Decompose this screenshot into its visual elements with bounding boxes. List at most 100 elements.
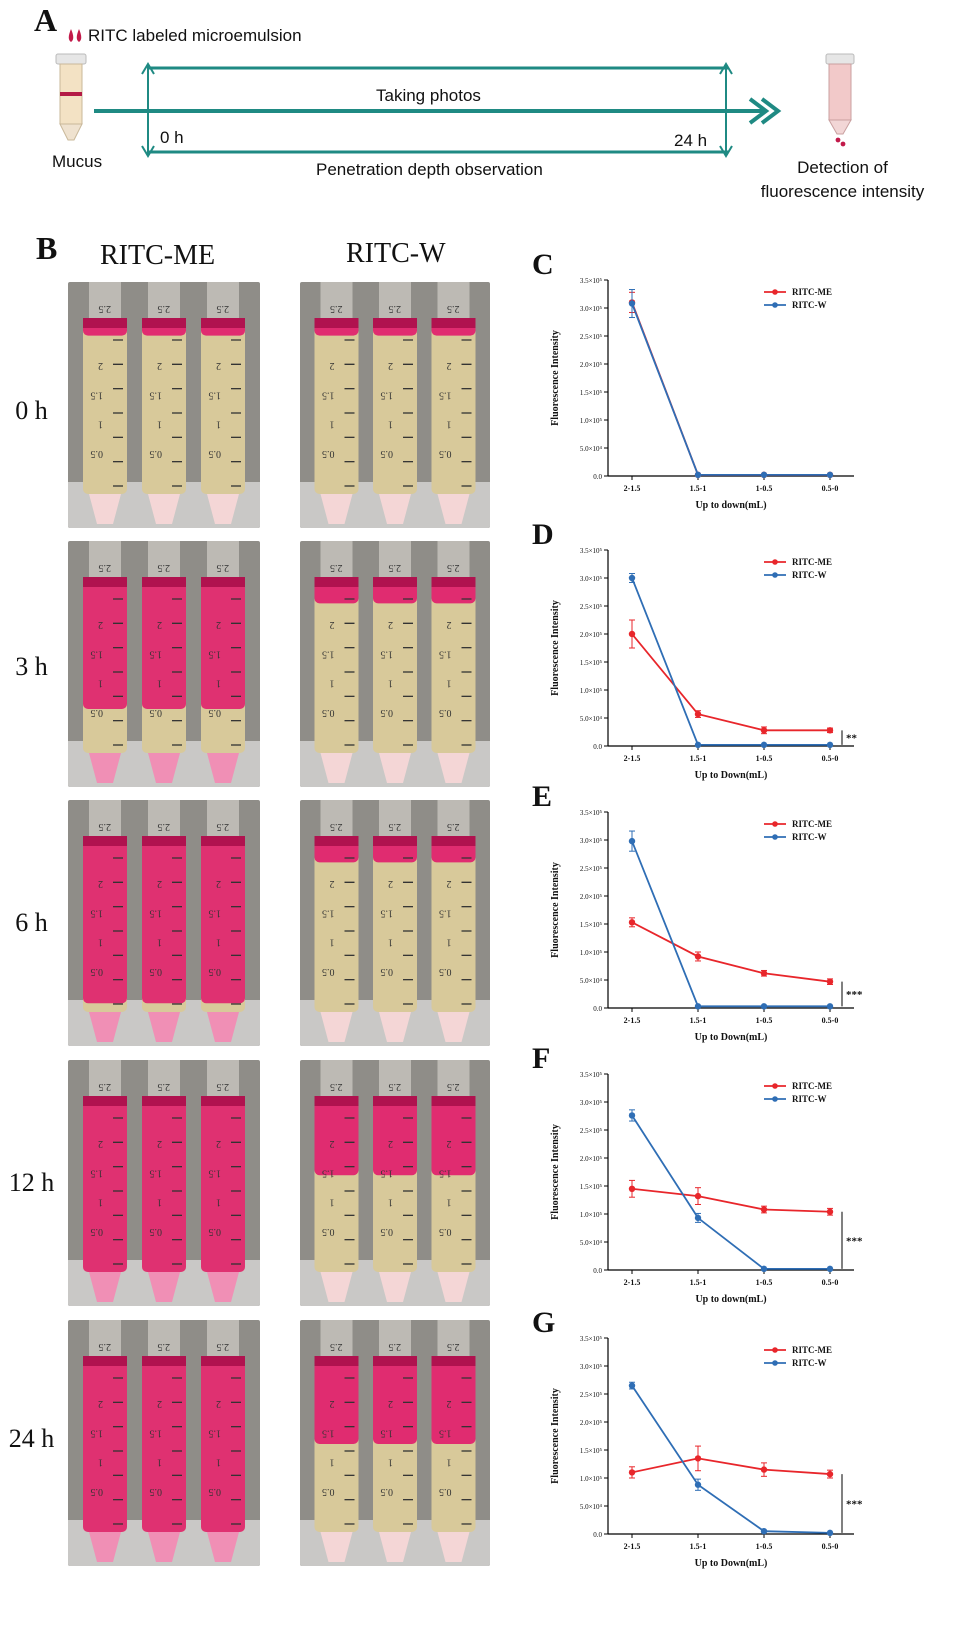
panel-letter-g: G	[532, 1306, 555, 1339]
dye-fill	[83, 836, 127, 1004]
graduation-label: 1	[447, 937, 452, 948]
y-tick-label: 1.0×10⁵	[580, 687, 603, 695]
panel-letter-f: F	[532, 1042, 550, 1075]
y-tick-label: 2.0×10⁵	[580, 631, 603, 639]
syringe-tip	[207, 753, 239, 783]
mucus-fill	[373, 836, 417, 1012]
syringe-plunger	[148, 282, 180, 322]
graduation-label: 2	[388, 1398, 393, 1409]
legend-label: RITC-ME	[792, 819, 832, 829]
syringe-tip	[89, 1012, 121, 1042]
syringe-plunger	[207, 1060, 239, 1100]
syringe-photo: 2 1.5 1 0.5 2.5 2 1.5 1 0.5 2.5 2 1.5 1 0.5 2.5	[300, 541, 490, 787]
syringe-tip	[207, 1272, 239, 1302]
x-tick-label: 0.5-0	[822, 754, 839, 763]
dye-fill	[201, 1356, 245, 1532]
legend-marker	[772, 1096, 778, 1102]
detection-label: Detection of fluorescence intensity	[760, 156, 925, 204]
y-tick-label: 2.0×10⁵	[580, 361, 603, 369]
y-tick-label: 2.5×10⁵	[580, 603, 603, 611]
graduation-label: 1	[330, 678, 335, 689]
syringe-tip	[379, 1532, 411, 1562]
graduation-label: 0.5	[150, 966, 163, 977]
syringe-tube: 2 1.5 1 0.5 2.5	[83, 1320, 127, 1562]
y-tick-label: 3.5×10⁵	[580, 809, 603, 817]
series-line-ritc-w	[631, 1114, 830, 1270]
dye-band	[431, 318, 476, 328]
data-point-ritc-w	[694, 741, 702, 749]
syringe-tip	[207, 494, 239, 524]
graduation-label: 1.5	[209, 1427, 222, 1438]
data-point-ritc-w	[694, 1003, 702, 1010]
graduation-label: 1.5	[209, 389, 222, 400]
mucus-label: Mucus	[52, 152, 103, 171]
dye-band	[431, 836, 476, 846]
data-point-ritc-me	[628, 1469, 636, 1476]
legend-marker	[772, 1360, 778, 1366]
graduation-label: 1	[447, 1457, 452, 1468]
graduation-top-label: 2.5	[447, 821, 460, 832]
graduation-label: 2	[447, 360, 452, 371]
graduation-label: 1	[330, 419, 335, 430]
line-chart-d: D 0.0 5.0×10⁴ 1.0×10⁵ 1.5×10⁵ 2.0×10⁵ 2.5×10⁵ 3…	[532, 518, 858, 781]
graduation-label: 2	[157, 1138, 162, 1149]
syringe-tube: 2 1.5 1 0.5 2.5	[201, 1320, 245, 1562]
syringe-tube: 2 1.5 1 0.5 2.5	[431, 1320, 476, 1562]
y-axis-label: Fluorescence Intensity	[550, 1124, 561, 1220]
graduation-top-label: 2.5	[217, 1081, 230, 1092]
graduation-label: 0.5	[91, 448, 104, 459]
syringe-tip	[437, 753, 470, 783]
end-time-label: 24 h	[674, 131, 708, 150]
graduation-top-label: 2.5	[389, 1341, 402, 1352]
graduation-label: 2	[330, 619, 335, 630]
x-tick-label: 1.5-1	[690, 754, 707, 763]
detection-line-1: Detection of	[797, 158, 888, 177]
dye-band	[83, 318, 127, 328]
graduation-label: 1.5	[381, 648, 394, 659]
graduation-top-label: 2.5	[447, 1081, 460, 1092]
syringe-plunger	[379, 1320, 411, 1360]
graduation-label: 2	[216, 878, 221, 889]
graduation-top-label: 2.5	[217, 821, 230, 832]
dye-fill	[142, 577, 186, 709]
legend-label: RITC-W	[792, 1094, 827, 1104]
graduation-label: 1.5	[439, 1167, 452, 1178]
y-tick-label: 5.0×10⁴	[580, 445, 603, 453]
syringe-plunger	[320, 541, 353, 581]
line-chart-e: E 0.0 5.0×10⁴ 1.0×10⁵ 1.5×10⁵ 2.0×10⁵ 2.5×10⁵ 3…	[532, 780, 863, 1043]
graduation-label: 0.5	[381, 966, 394, 977]
graduation-label: 0.5	[381, 448, 394, 459]
syringe-plunger	[379, 541, 411, 581]
line-chart-c: C 0.0 5.0×10⁴ 1.0×10⁵ 1.5×10⁵ 2.0×10⁵ 2.5×10⁵ 3…	[532, 248, 854, 511]
graduation-label: 2	[98, 619, 103, 630]
dye-band	[142, 836, 186, 846]
graduation-label: 2	[447, 1138, 452, 1149]
data-point-ritc-w	[628, 574, 636, 582]
graduation-label: 0.5	[209, 1226, 222, 1237]
syringe-tip	[148, 1012, 180, 1042]
syringe-plunger	[89, 800, 121, 840]
dye-fill	[201, 836, 245, 1004]
syringe-tip	[320, 1012, 353, 1042]
graduation-label: 1.5	[150, 389, 163, 400]
graduation-top-label: 2.5	[158, 1081, 171, 1092]
y-tick-label: 0.0	[593, 743, 602, 751]
graduation-top-label: 2.5	[99, 821, 112, 832]
graduation-label: 1	[388, 419, 393, 430]
graduation-label: 0.5	[322, 966, 335, 977]
syringe-photo: 2 1.5 1 0.5 2.5 2 1.5 1 0.5 2.5 2 1.5 1 0.5 2.5	[68, 800, 260, 1046]
dye-band	[83, 1356, 127, 1366]
dye-band	[201, 318, 245, 328]
data-point-ritc-w	[628, 1382, 636, 1389]
graduation-label: 0.5	[150, 1486, 163, 1497]
legend-marker	[772, 572, 778, 578]
syringe-tube: 2 1.5 1 0.5 2.5	[314, 800, 359, 1042]
syringe-tip	[379, 1012, 411, 1042]
syringe-photo: 2 1.5 1 0.5 2.5 2 1.5 1 0.5 2.5 2 1.5 1 0.5 2.5	[300, 800, 490, 1046]
series-line-ritc-me	[631, 1457, 831, 1475]
y-tick-label: 1.5×10⁵	[580, 1447, 603, 1455]
data-point-ritc-me	[694, 1192, 702, 1200]
graduation-label: 1	[330, 937, 335, 948]
data-point-ritc-me	[628, 919, 636, 926]
x-tick-label: 2-1.5	[624, 484, 641, 493]
